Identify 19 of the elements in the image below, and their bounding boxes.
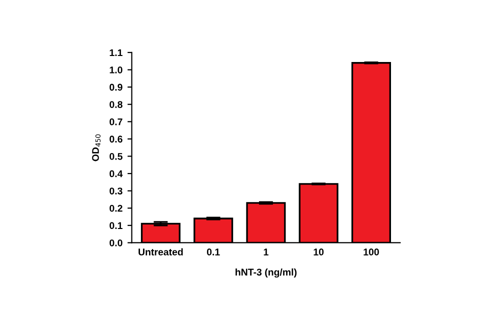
y-tick-label: 0.4: [110, 170, 123, 178]
y-tick-label: 0.2: [110, 204, 122, 212]
x-axis-title: hNT-3 (ng/ml): [236, 268, 297, 278]
y-tick-label: 1.1: [110, 49, 122, 56]
y-tick-label: 0.9: [110, 84, 122, 91]
y-tick-label: 0.0: [110, 239, 122, 246]
y-tick-label: 0.5: [110, 152, 122, 160]
x-tick-label: 100: [364, 248, 379, 256]
y-tick-label: 1.0: [110, 66, 122, 74]
y-axis-title: OD$_{450}$: [92, 134, 101, 162]
y-tick-label: 0.6: [110, 136, 122, 143]
x-tick-label: 10: [314, 248, 324, 256]
x-tick-label: 0.1: [206, 248, 220, 256]
x-tick-label: Untreated: [138, 248, 183, 256]
y-tick-label: 0.3: [110, 188, 122, 194]
y-tick-label: 0.1: [110, 222, 122, 230]
x-tick-label: 1: [264, 248, 268, 256]
y-tick-label: 0.7: [110, 118, 122, 126]
y-tick-label: 0.8: [110, 101, 122, 108]
